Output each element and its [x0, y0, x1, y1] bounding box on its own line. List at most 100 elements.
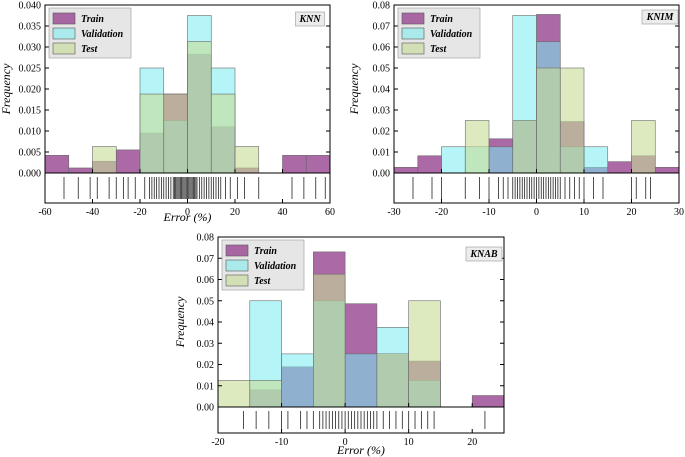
bar-test-6: [408, 300, 441, 408]
legend: Train Validation Test: [48, 7, 132, 59]
y-tick-label: 0.06: [197, 275, 215, 286]
x-tick-label: -40: [86, 207, 99, 218]
bar-test-6: [536, 67, 561, 174]
legend-label-train: Train: [254, 246, 277, 257]
bar-train-0: [393, 167, 419, 174]
bar-train-3: [115, 149, 141, 174]
bar-test-5: [512, 120, 537, 174]
bar-validation-8: [583, 146, 609, 174]
y-tick-label: 0.06: [373, 43, 391, 54]
y-tick-label: 0.000: [19, 169, 42, 180]
y-axis-title: Frequency: [347, 63, 361, 116]
bar-validation-4: [344, 353, 378, 408]
bar-test-1: [249, 380, 282, 408]
y-tick-label: 0.00: [373, 169, 391, 180]
bar-test-5: [163, 93, 188, 174]
x-tick-label: -60: [38, 207, 51, 218]
legend-swatch-validation: [52, 27, 76, 40]
panel-tag-box: [295, 11, 325, 27]
y-tick-label: 0.00: [197, 403, 215, 414]
bar-validation-2: [281, 353, 314, 408]
series-test: [217, 273, 441, 408]
legend-swatch-train: [401, 12, 425, 25]
bar-train-11: [654, 167, 680, 174]
y-tick-label: 0.035: [19, 22, 42, 33]
bar-validation-2: [441, 146, 466, 174]
bar-train-11: [305, 155, 331, 174]
y-tick-label: 0.040: [19, 1, 42, 12]
x-tick-label: -10: [275, 437, 288, 448]
panel-tag: KNAB: [469, 249, 498, 260]
y-axis-title: Frequency: [0, 63, 13, 116]
legend-swatch-validation: [225, 259, 249, 272]
legend-label-validation: Validation: [254, 261, 297, 272]
x-tick-label: -20: [435, 207, 448, 218]
bar-validation-4: [488, 146, 514, 174]
legend-label-test: Test: [254, 276, 272, 287]
legend-label-validation: Validation: [430, 29, 473, 40]
y-tick-label: 0.08: [373, 1, 391, 12]
legend: Train Validation Test: [397, 7, 481, 59]
y-tick-label: 0.05: [373, 64, 391, 75]
bar-train-0: [44, 155, 70, 174]
y-tick-label: 0.03: [197, 339, 215, 350]
bar-test-6: [187, 41, 212, 174]
legend-label-test: Test: [430, 44, 448, 55]
panel-tag: KNN: [298, 14, 321, 25]
x-tick-label: -30: [387, 207, 400, 218]
x-tick-label: -20: [211, 437, 224, 448]
y-tick-label: 0.02: [197, 360, 215, 371]
bar-test-8: [234, 146, 260, 174]
x-tick-label: 10: [404, 437, 414, 448]
bar-test-5: [376, 353, 409, 408]
y-tick-label: 0.04: [373, 85, 391, 96]
bar-train-8: [471, 395, 505, 408]
panel-knn: 0.000 0.005 0.010 0.015 0.020 0.025 0.030 0.035…: [0, 1, 335, 225]
y-tick-label: 0.02: [373, 127, 391, 138]
x-tick-label: 0: [343, 437, 348, 448]
x-tick-label: 10: [579, 207, 589, 218]
series-test: [464, 67, 656, 174]
rug-marks: [412, 177, 651, 199]
legend-label-validation: Validation: [81, 29, 124, 40]
y-tick-label: 0.01: [373, 148, 391, 159]
y-tick-label: 0.025: [19, 64, 42, 75]
y-axis-title: Frequency: [173, 296, 187, 349]
legend-swatch-train: [225, 244, 249, 257]
bar-test-7: [210, 93, 236, 174]
x-tick-label: 60: [325, 207, 335, 218]
bar-test-3: [464, 120, 490, 174]
x-tick-label: -10: [482, 207, 495, 218]
y-tick-label: 0.005: [19, 148, 42, 159]
bar-test-7: [559, 67, 585, 174]
legend-swatch-train: [52, 12, 76, 25]
bar-test-10: [631, 120, 656, 174]
x-tick-label: 20: [467, 437, 477, 448]
y-tick-label: 0.07: [373, 22, 391, 33]
y-tick-label: 0.01: [197, 381, 215, 392]
y-tick-label: 0.05: [197, 296, 215, 307]
x-tick-label: 0: [185, 207, 190, 218]
x-tick-label: 20: [627, 207, 637, 218]
x-tick-label: 40: [278, 207, 288, 218]
panel-tag-box: [641, 9, 679, 25]
y-tick-label: 0.07: [197, 254, 215, 265]
panel-tag-box: [465, 246, 503, 262]
y-tick-label: 0.015: [19, 106, 42, 117]
rug-marks: [243, 411, 486, 429]
legend-label-train: Train: [81, 14, 104, 25]
legend-label-train: Train: [430, 14, 453, 25]
x-tick-label: 0: [534, 207, 539, 218]
rug-marks: [63, 177, 326, 199]
bar-train-10: [282, 155, 307, 174]
bar-test-0: [217, 380, 251, 408]
y-tick-label: 0.08: [197, 233, 215, 244]
y-tick-label: 0.030: [19, 43, 42, 54]
legend: Train Validation Test: [221, 239, 305, 291]
bar-test-2: [92, 146, 117, 174]
legend-swatch-test: [52, 42, 76, 55]
legend-swatch-test: [225, 274, 249, 287]
bar-test-4: [139, 93, 165, 174]
legend-label-test: Test: [81, 44, 99, 55]
panel-tag: KNIM: [646, 12, 675, 23]
